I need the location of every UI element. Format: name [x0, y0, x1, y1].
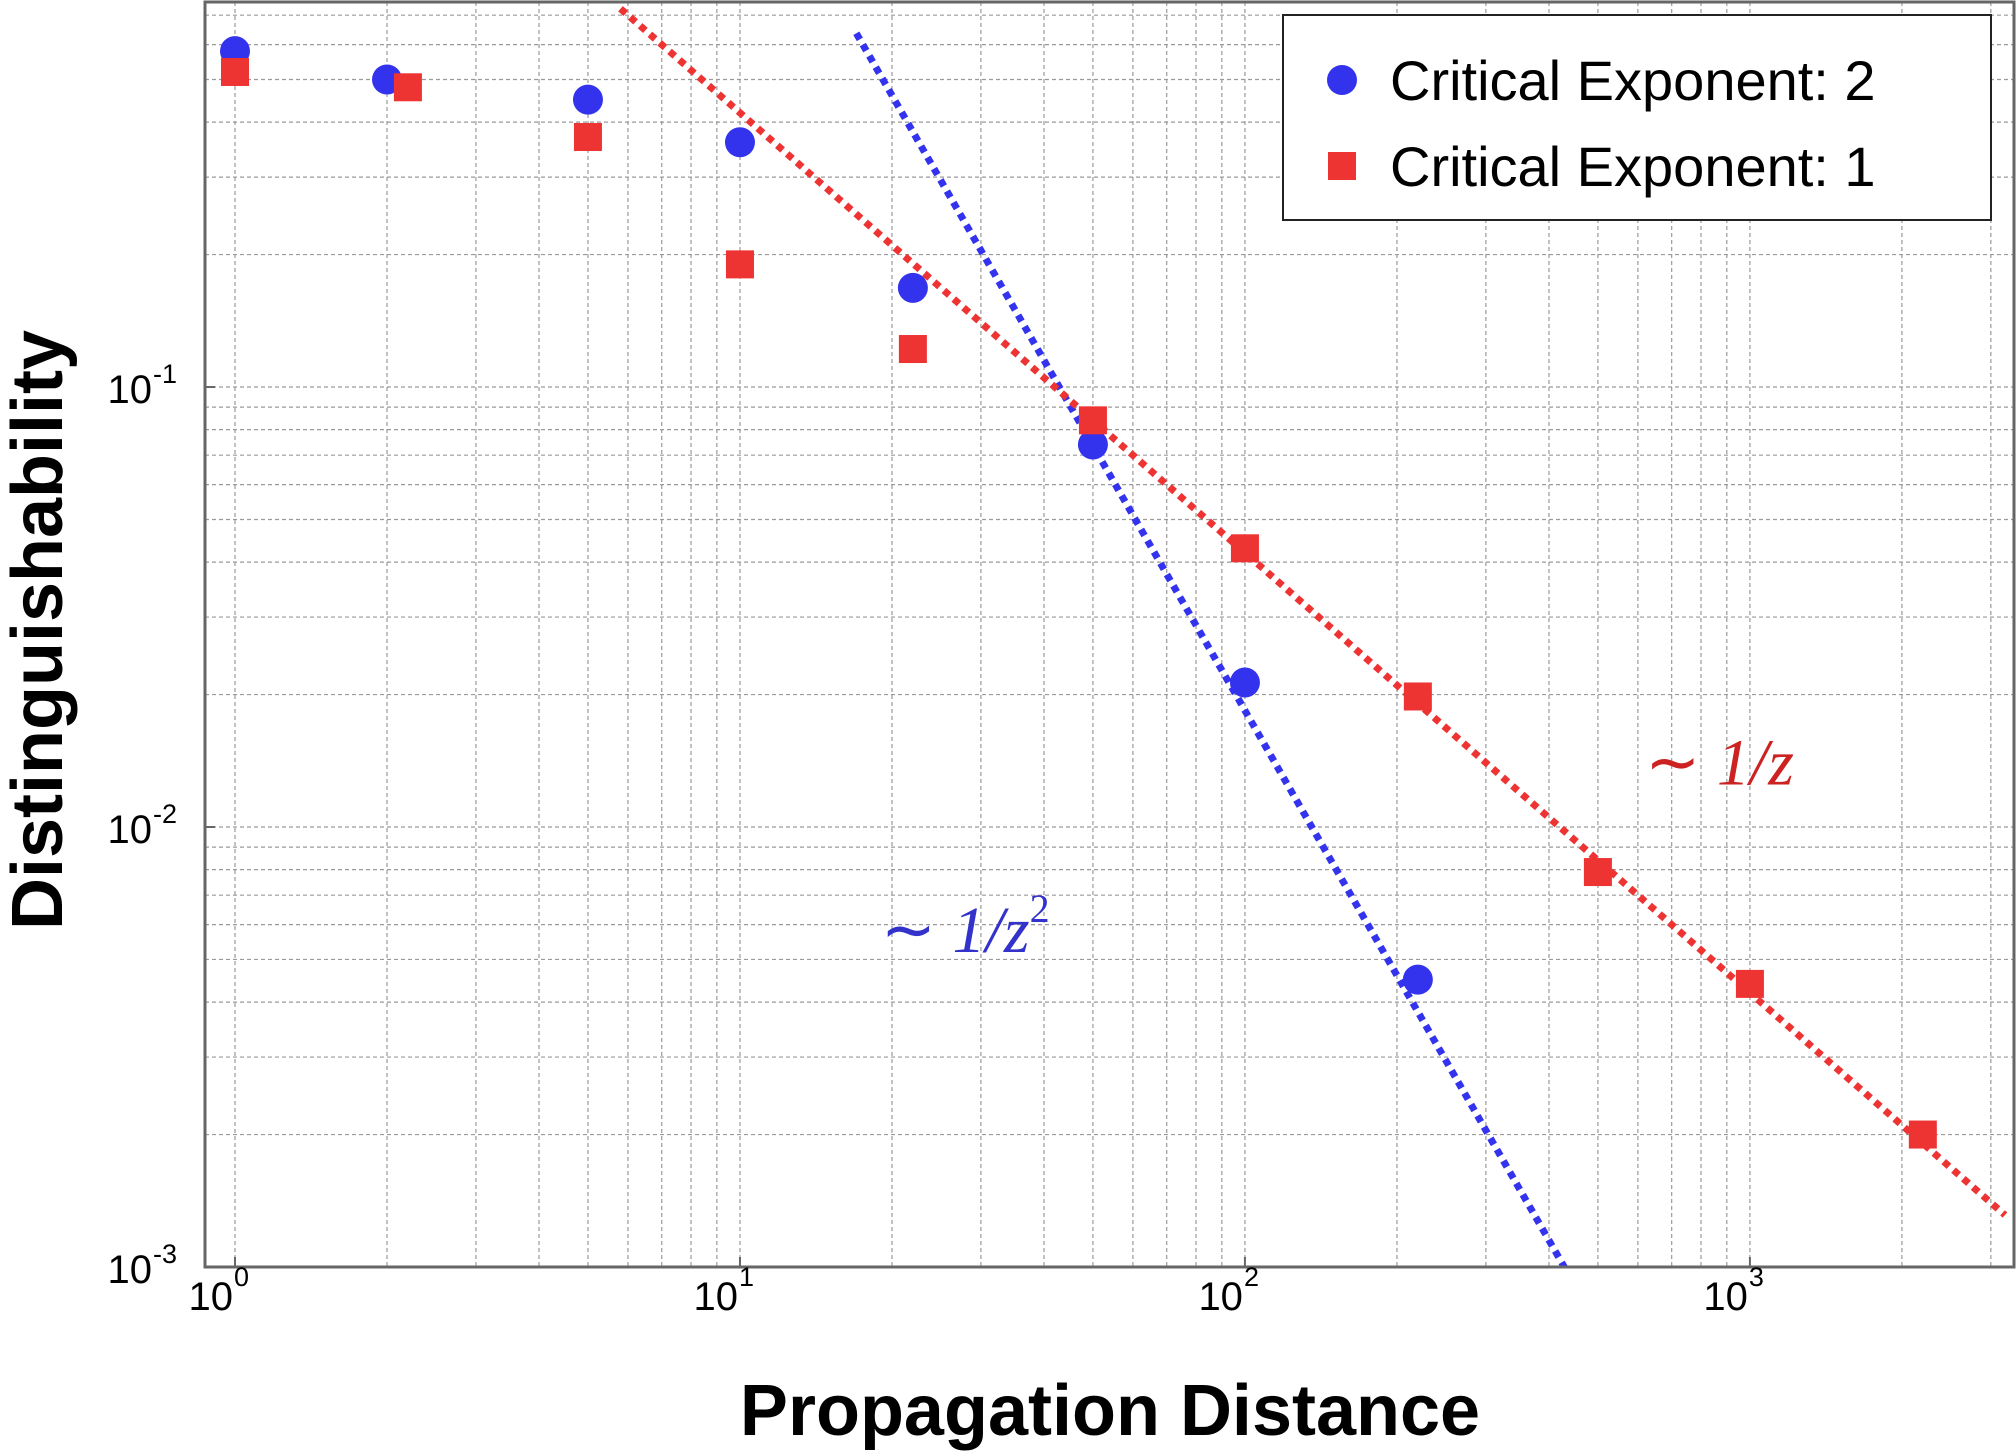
- data-point-square: [1403, 682, 1432, 711]
- fit-annotation: ∼ 1/z2: [881, 886, 1050, 967]
- x-tick-exponent: 1: [739, 1262, 754, 1292]
- y-tick-exponent: -1: [153, 359, 177, 389]
- data-point-circle: [897, 272, 928, 303]
- x-tick-label: 10: [1703, 1275, 1748, 1319]
- legend-marker-circle: [1327, 65, 1357, 95]
- data-point-circle: [572, 84, 603, 115]
- data-point-square: [1908, 1120, 1937, 1149]
- data-point-circle: [724, 127, 755, 158]
- legend-label: Critical Exponent: 1: [1390, 135, 1876, 198]
- data-point-square: [1230, 534, 1259, 563]
- x-tick-exponent: 3: [1749, 1262, 1764, 1292]
- legend-label: Critical Exponent: 2: [1390, 49, 1876, 112]
- x-tick-label: 10: [189, 1275, 234, 1319]
- annotation-symbol: ∼: [1645, 726, 1717, 799]
- y-tick-label: 10: [108, 368, 153, 412]
- data-point-circle: [1229, 667, 1260, 698]
- fit-line: [853, 31, 1569, 1267]
- legend-box: [1282, 14, 1992, 221]
- axis-ticks: 10 0 10 1 10 2 10 310 -310 -210 -1: [108, 359, 1764, 1319]
- x-tick-exponent: 0: [234, 1262, 249, 1292]
- fit-annotation: ∼ 1/z: [1645, 726, 1794, 799]
- data-point-square: [1078, 406, 1107, 435]
- data-point-circle: [1402, 964, 1433, 995]
- grid: [205, 2, 2016, 1268]
- y-tick-label: 10: [108, 808, 153, 852]
- y-tick-exponent: -3: [153, 1239, 177, 1269]
- legend-marker-square: [1328, 152, 1356, 180]
- x-tick-exponent: 2: [1244, 1262, 1259, 1292]
- data-markers: [220, 36, 1937, 1149]
- data-point-square: [725, 250, 754, 279]
- fit-lines: [618, 6, 2008, 1267]
- data-point-square: [393, 73, 422, 102]
- data-point-square: [221, 57, 249, 86]
- y-tick-label: 10: [108, 1248, 153, 1292]
- data-point-square: [573, 123, 602, 152]
- annotation-text: 1/z: [953, 894, 1030, 967]
- legend: Critical Exponent: 2 Critical Exponent: 1: [1282, 14, 1992, 221]
- annotation-superscript: 2: [1030, 886, 1050, 931]
- data-point-square: [1735, 969, 1764, 998]
- x-tick-label: 10: [1198, 1275, 1243, 1319]
- data-point-square: [1583, 858, 1612, 887]
- annotation-symbol: ∼: [881, 894, 953, 967]
- annotations: ∼ 1/z∼ 1/z2: [881, 726, 1794, 967]
- plot-frame: [203, 0, 2016, 1269]
- data-point-square: [898, 335, 927, 364]
- y-axis-title: Distinguishability: [0, 330, 78, 930]
- y-tick-exponent: -2: [153, 799, 177, 829]
- data-point-circle: [1077, 429, 1108, 460]
- annotation-text: 1/z: [1717, 726, 1794, 799]
- x-tick-label: 10: [693, 1275, 738, 1319]
- x-axis-title: Propagation Distance: [740, 1371, 1480, 1451]
